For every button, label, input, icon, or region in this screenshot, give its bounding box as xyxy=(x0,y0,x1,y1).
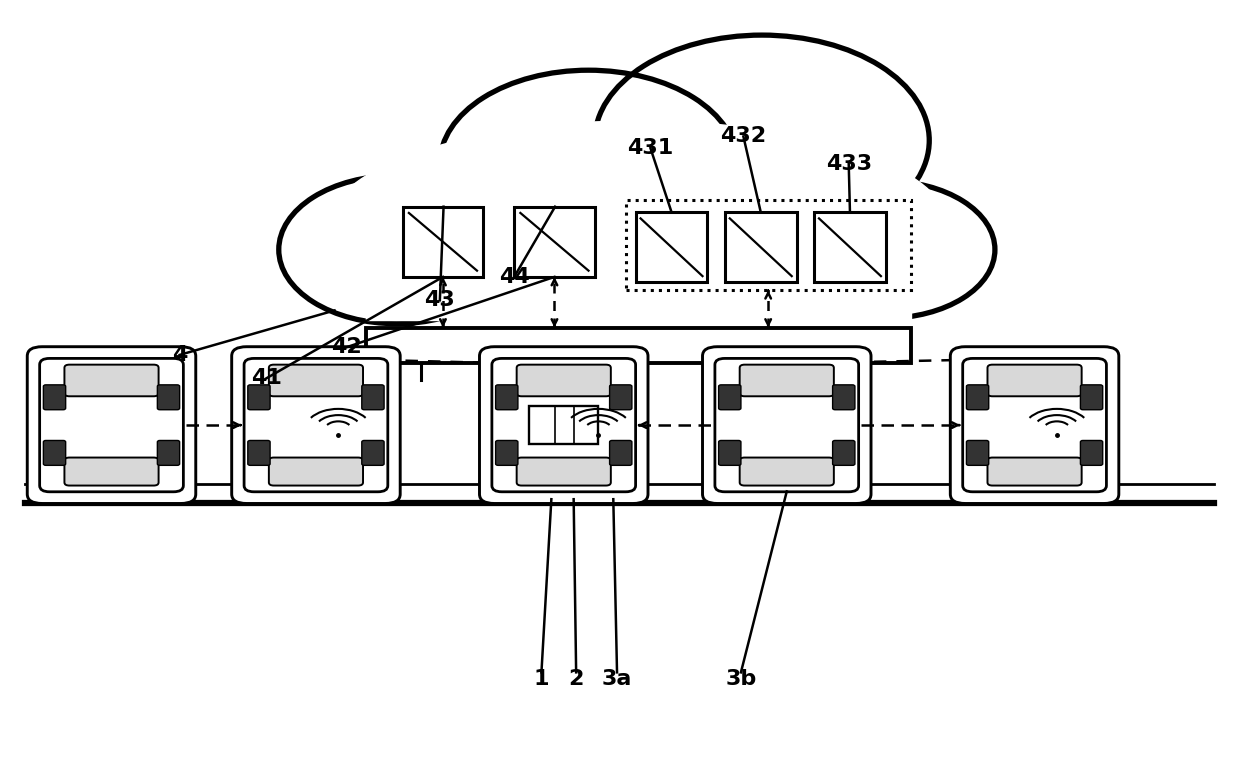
FancyBboxPatch shape xyxy=(43,441,66,466)
FancyBboxPatch shape xyxy=(248,441,270,466)
FancyBboxPatch shape xyxy=(1080,441,1103,466)
Circle shape xyxy=(601,136,886,316)
FancyBboxPatch shape xyxy=(362,385,384,410)
FancyBboxPatch shape xyxy=(987,365,1082,396)
FancyBboxPatch shape xyxy=(610,441,632,466)
Text: 433: 433 xyxy=(825,154,872,174)
FancyBboxPatch shape xyxy=(248,385,270,410)
FancyBboxPatch shape xyxy=(496,385,518,410)
FancyBboxPatch shape xyxy=(966,441,989,466)
Text: 42: 42 xyxy=(332,337,362,357)
FancyBboxPatch shape xyxy=(529,406,598,445)
Text: 44: 44 xyxy=(499,267,529,287)
Circle shape xyxy=(378,136,663,316)
Text: 431: 431 xyxy=(627,138,674,158)
FancyBboxPatch shape xyxy=(157,385,180,410)
FancyBboxPatch shape xyxy=(27,346,196,504)
FancyBboxPatch shape xyxy=(403,207,483,277)
FancyBboxPatch shape xyxy=(725,212,797,282)
FancyBboxPatch shape xyxy=(833,441,855,466)
FancyBboxPatch shape xyxy=(514,207,595,277)
FancyBboxPatch shape xyxy=(966,385,989,410)
FancyBboxPatch shape xyxy=(1080,385,1103,410)
Text: 4: 4 xyxy=(172,345,187,365)
FancyBboxPatch shape xyxy=(517,365,611,396)
FancyBboxPatch shape xyxy=(719,385,741,410)
FancyBboxPatch shape xyxy=(610,385,632,410)
Text: 2: 2 xyxy=(569,668,584,689)
Circle shape xyxy=(595,35,929,246)
FancyBboxPatch shape xyxy=(366,218,911,312)
FancyBboxPatch shape xyxy=(232,346,400,504)
Circle shape xyxy=(440,70,737,257)
FancyBboxPatch shape xyxy=(950,346,1119,504)
Text: 41: 41 xyxy=(252,368,281,388)
FancyBboxPatch shape xyxy=(814,212,886,282)
FancyBboxPatch shape xyxy=(517,458,611,485)
Text: 43: 43 xyxy=(425,290,455,310)
Ellipse shape xyxy=(328,121,948,332)
FancyBboxPatch shape xyxy=(833,385,855,410)
FancyBboxPatch shape xyxy=(40,359,183,492)
FancyBboxPatch shape xyxy=(496,441,518,466)
FancyBboxPatch shape xyxy=(987,458,1082,485)
Text: 1: 1 xyxy=(534,668,549,689)
FancyBboxPatch shape xyxy=(366,328,911,363)
FancyBboxPatch shape xyxy=(269,458,363,485)
FancyBboxPatch shape xyxy=(740,458,834,485)
Text: 3a: 3a xyxy=(602,668,632,689)
FancyBboxPatch shape xyxy=(157,441,180,466)
FancyBboxPatch shape xyxy=(492,359,636,492)
FancyBboxPatch shape xyxy=(64,458,159,485)
FancyBboxPatch shape xyxy=(740,365,834,396)
Text: 3b: 3b xyxy=(725,668,757,689)
Ellipse shape xyxy=(328,109,948,328)
FancyBboxPatch shape xyxy=(715,359,859,492)
FancyBboxPatch shape xyxy=(269,365,363,396)
Text: 432: 432 xyxy=(720,126,767,147)
FancyBboxPatch shape xyxy=(479,346,648,504)
FancyBboxPatch shape xyxy=(719,441,741,466)
FancyBboxPatch shape xyxy=(703,346,871,504)
FancyBboxPatch shape xyxy=(366,218,911,320)
FancyBboxPatch shape xyxy=(636,212,707,282)
FancyBboxPatch shape xyxy=(244,359,388,492)
FancyBboxPatch shape xyxy=(963,359,1106,492)
Circle shape xyxy=(777,181,995,318)
FancyBboxPatch shape xyxy=(64,365,159,396)
Circle shape xyxy=(279,176,514,324)
FancyBboxPatch shape xyxy=(43,385,66,410)
FancyBboxPatch shape xyxy=(362,441,384,466)
